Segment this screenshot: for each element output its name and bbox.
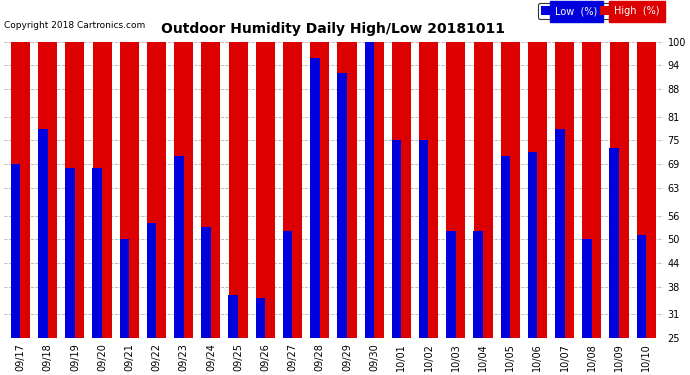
Bar xyxy=(609,148,619,338)
Bar xyxy=(419,42,438,338)
Bar xyxy=(337,42,357,338)
Bar xyxy=(201,42,221,338)
Bar xyxy=(310,42,329,338)
Bar xyxy=(283,231,293,338)
Bar xyxy=(201,227,211,338)
Bar xyxy=(228,294,238,338)
Bar xyxy=(446,231,455,338)
Bar xyxy=(310,57,319,338)
Bar xyxy=(446,42,465,338)
Bar xyxy=(365,42,384,338)
Bar xyxy=(419,141,428,338)
Bar xyxy=(92,168,102,338)
Bar xyxy=(637,235,646,338)
Bar xyxy=(392,42,411,338)
Bar xyxy=(582,239,592,338)
Bar xyxy=(364,42,374,338)
Bar xyxy=(337,73,347,338)
Bar xyxy=(147,224,157,338)
Bar xyxy=(38,42,57,338)
Bar xyxy=(555,42,574,338)
Bar xyxy=(473,231,483,338)
Bar xyxy=(528,42,547,338)
Title: Outdoor Humidity Daily High/Low 20181011: Outdoor Humidity Daily High/Low 20181011 xyxy=(161,22,505,36)
Bar xyxy=(66,42,84,338)
Bar xyxy=(609,42,629,338)
Bar xyxy=(174,156,184,338)
Bar xyxy=(174,42,193,338)
Text: Copyright 2018 Cartronics.com: Copyright 2018 Cartronics.com xyxy=(4,21,146,30)
Bar xyxy=(38,129,48,338)
Bar xyxy=(500,156,510,338)
Bar xyxy=(66,168,75,338)
Bar xyxy=(147,42,166,338)
Legend: Low  (%), High  (%): Low (%), High (%) xyxy=(538,3,662,19)
Bar xyxy=(501,42,520,338)
Bar xyxy=(256,298,265,338)
Bar xyxy=(92,42,112,338)
Bar xyxy=(228,42,248,338)
Bar xyxy=(555,129,564,338)
Bar xyxy=(528,152,538,338)
Bar xyxy=(473,42,493,338)
Bar xyxy=(637,42,656,338)
Bar xyxy=(11,42,30,338)
Bar xyxy=(119,239,129,338)
Bar xyxy=(582,42,602,338)
Bar xyxy=(283,42,302,338)
Bar xyxy=(120,42,139,338)
Bar xyxy=(11,164,21,338)
Bar xyxy=(256,42,275,338)
Bar xyxy=(392,141,402,338)
